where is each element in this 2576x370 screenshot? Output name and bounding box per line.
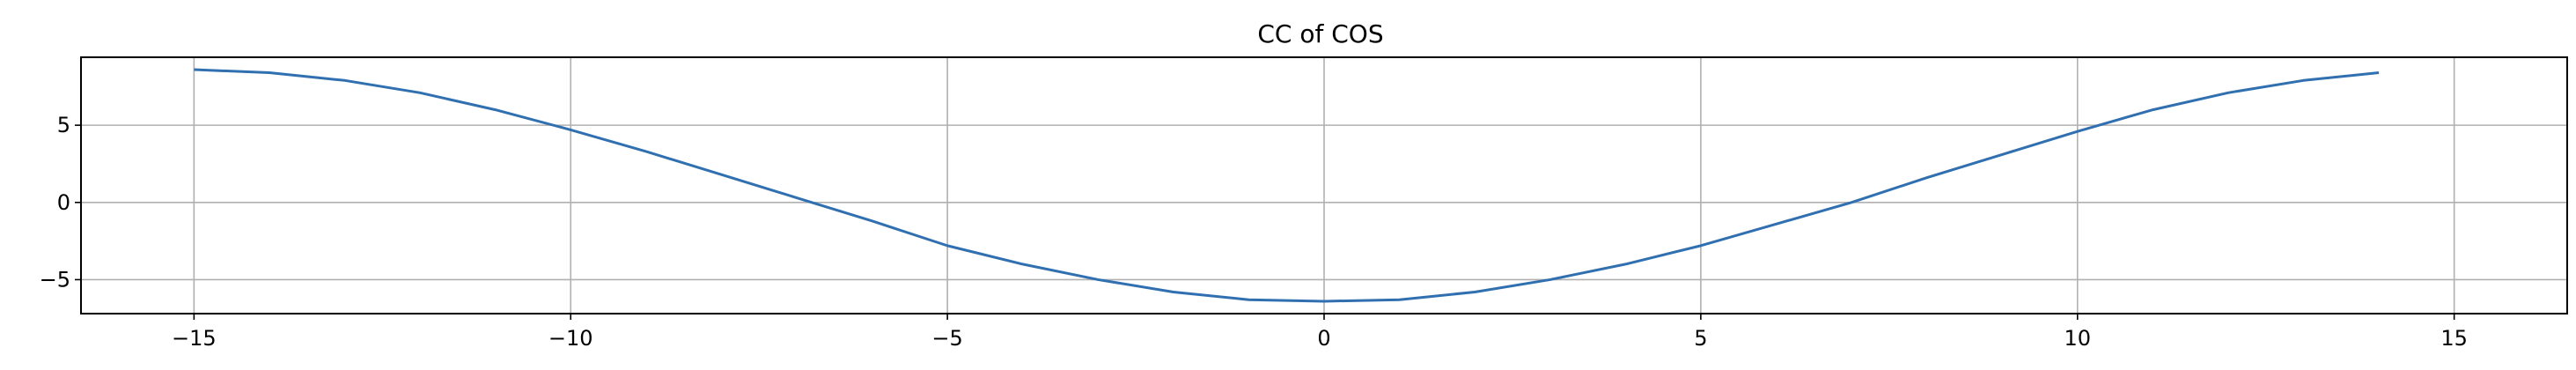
x-tick-label: −10 — [548, 326, 593, 351]
x-tick-label: 0 — [1317, 326, 1330, 351]
ticks: −15 −10 −5 0 5 10 15 −5 0 5 — [40, 113, 2468, 351]
x-tick-label: −15 — [172, 326, 217, 351]
grid-lines — [81, 57, 2567, 314]
x-tick-label: 15 — [2440, 326, 2468, 351]
y-tick-label: 5 — [57, 113, 70, 137]
series-line — [194, 68, 2380, 303]
series-layer — [194, 68, 2380, 303]
x-tick-label: −5 — [931, 326, 962, 351]
x-tick-label: 5 — [1694, 326, 1707, 351]
chart-title: CC of COS — [1257, 19, 1383, 48]
y-tick-label: −5 — [40, 267, 70, 292]
y-tick-label: 0 — [57, 190, 70, 215]
x-tick-label: 10 — [2064, 326, 2091, 351]
